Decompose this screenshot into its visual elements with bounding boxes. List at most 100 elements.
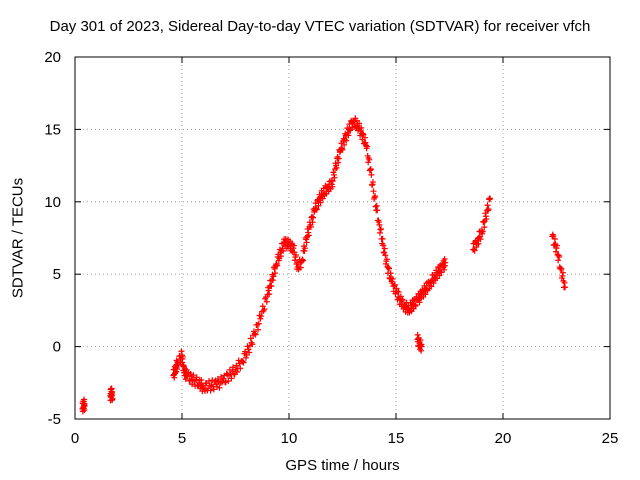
data-point	[109, 395, 116, 402]
data-point	[391, 281, 398, 288]
data-point	[198, 376, 205, 383]
data-point	[329, 178, 336, 185]
data-point	[220, 375, 227, 382]
data-point	[356, 120, 363, 127]
data-point	[386, 265, 393, 272]
data-point	[251, 330, 258, 337]
data-point	[345, 132, 352, 139]
data-point	[372, 193, 379, 200]
data-point	[484, 202, 491, 209]
data-point	[412, 302, 419, 309]
data-point	[261, 306, 268, 313]
data-point	[395, 294, 402, 301]
data-point	[240, 359, 247, 366]
x-tick-label: 10	[281, 430, 298, 447]
data-point	[368, 171, 375, 178]
data-point	[556, 253, 563, 260]
chart-title: Day 301 of 2023, Sidereal Day-to-day VTE…	[49, 18, 591, 35]
data-point	[206, 378, 213, 385]
data-point	[339, 146, 346, 153]
data-point	[242, 354, 249, 361]
data-point	[395, 288, 402, 295]
data-point	[350, 118, 357, 125]
data-point	[216, 384, 223, 391]
data-point	[477, 236, 484, 243]
y-tick-label: 15	[44, 121, 61, 138]
x-tick-label: 5	[178, 430, 186, 447]
data-point	[270, 273, 277, 280]
data-point	[247, 335, 254, 342]
data-point	[428, 283, 435, 290]
data-point	[237, 365, 244, 372]
data-point	[228, 375, 235, 382]
data-point	[280, 248, 287, 255]
data-point	[249, 341, 256, 348]
x-tick-label: 0	[71, 430, 79, 447]
data-point	[367, 165, 374, 172]
data-point	[422, 291, 429, 298]
data-point	[483, 216, 490, 223]
y-tick-label: 10	[44, 194, 61, 211]
data-point	[207, 387, 214, 394]
data-point	[364, 143, 371, 150]
data-point	[225, 378, 232, 385]
data-point	[272, 270, 279, 277]
data-point	[174, 365, 181, 372]
data-point	[554, 242, 561, 249]
data-point	[246, 349, 253, 356]
data-point	[331, 174, 338, 181]
y-tick-label: -5	[48, 411, 61, 428]
data-point	[343, 137, 350, 144]
data-point	[309, 213, 316, 220]
data-point	[341, 141, 348, 148]
data-point	[187, 370, 194, 377]
data-point	[389, 275, 396, 282]
data-point	[358, 124, 365, 131]
grid-lines	[75, 57, 610, 419]
y-tick-label: 20	[44, 49, 61, 66]
data-point	[370, 188, 377, 195]
x-tick-label: 15	[388, 430, 405, 447]
y-axis-label: SDTVAR / TECUs	[9, 177, 27, 299]
data-point	[189, 381, 196, 388]
data-point	[239, 358, 246, 365]
data-point	[399, 297, 406, 304]
data-point	[254, 326, 261, 333]
x-tick-label: 20	[495, 430, 512, 447]
data-point	[310, 214, 317, 221]
data-point	[263, 298, 270, 305]
data-point	[242, 348, 249, 355]
data-point	[252, 331, 259, 338]
data-point	[335, 155, 342, 162]
data-point	[366, 156, 373, 163]
data-point	[313, 206, 320, 213]
data-point	[374, 207, 381, 214]
data-point	[179, 353, 186, 360]
data-point	[382, 252, 389, 259]
data-point	[416, 299, 423, 306]
data-point	[333, 164, 340, 171]
data-point	[479, 228, 486, 235]
data-point	[414, 331, 421, 338]
data-point	[360, 131, 367, 138]
data-point	[417, 337, 424, 344]
y-tick-label: 0	[53, 339, 61, 356]
data-point	[485, 206, 492, 213]
x-tick-label: 25	[602, 430, 619, 447]
data-point	[329, 183, 336, 190]
data-point	[193, 374, 200, 381]
data-point	[234, 368, 241, 375]
data-point	[442, 259, 449, 266]
data-point	[305, 232, 312, 239]
data-point	[299, 257, 306, 264]
data-point	[109, 388, 116, 395]
data-point	[397, 293, 404, 300]
data-point	[317, 199, 324, 206]
data-point	[210, 386, 217, 393]
data-point	[274, 262, 281, 269]
data-point	[290, 242, 297, 249]
data-point	[303, 239, 310, 246]
data-point	[441, 266, 448, 273]
data-point	[307, 223, 314, 230]
